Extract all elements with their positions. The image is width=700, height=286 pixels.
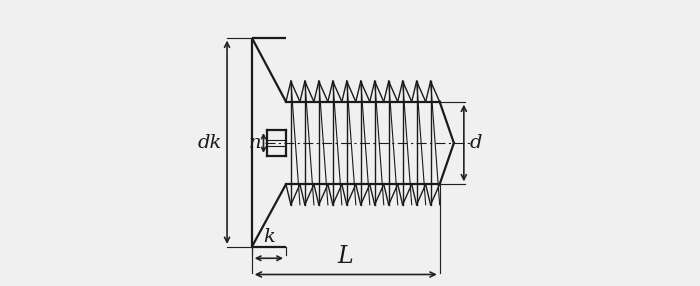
Text: n: n bbox=[248, 134, 261, 152]
Text: L: L bbox=[338, 245, 354, 268]
Text: d: d bbox=[470, 134, 482, 152]
Text: k: k bbox=[263, 228, 275, 246]
Text: dk: dk bbox=[197, 134, 222, 152]
